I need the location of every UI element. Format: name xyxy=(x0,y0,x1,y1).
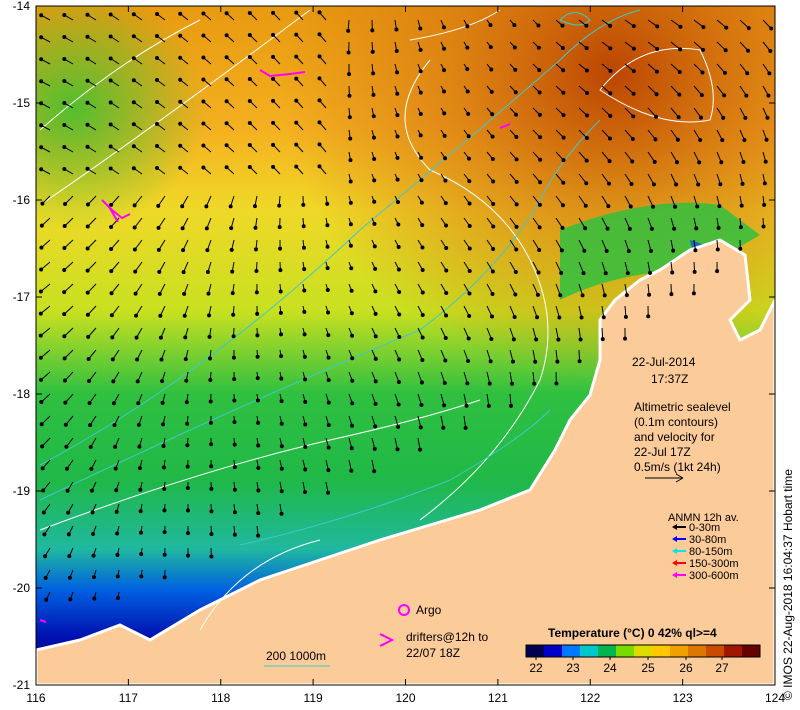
anmn-legend-label: 30-80m xyxy=(689,534,726,546)
time-label: 17:37Z xyxy=(651,372,688,386)
altimetry-line: (0.1m contours) xyxy=(634,415,718,429)
credit-text: © IMOS 22-Aug-2018 16:04:37 Hobart time xyxy=(781,469,795,700)
altimetry-line: 22-Jul 17Z xyxy=(634,445,691,459)
colorbar-segment xyxy=(616,645,635,657)
y-tick-label: -20 xyxy=(13,581,31,595)
colorbar-segment xyxy=(580,645,599,657)
colorbar-tick-label: 26 xyxy=(679,661,693,675)
bathymetry-contours xyxy=(39,9,641,546)
anmn-legend-arrowhead xyxy=(672,536,677,542)
anmn-legend-label: 300-600m xyxy=(689,570,739,582)
anmn-legend-label: 0-30m xyxy=(689,522,720,534)
australia-land xyxy=(36,238,775,685)
colorbar-segment xyxy=(724,645,743,657)
colorbar-segment xyxy=(544,645,563,657)
y-tick-label: -21 xyxy=(13,678,31,692)
x-axis: 116 117 118 119 120 121 122 123 124 xyxy=(26,6,785,705)
colorbar-segment xyxy=(706,645,725,657)
altimetry-description: Altimetric sealevel(0.1m contours)and ve… xyxy=(634,400,731,474)
anmn-legend: ANMN 12h av.0-30m30-80m80-150m150-300m30… xyxy=(668,512,739,582)
x-tick-label: 119 xyxy=(304,691,323,705)
x-tick-label: 120 xyxy=(395,691,415,705)
x-tick-label: 121 xyxy=(488,691,508,705)
temperature-colorbar xyxy=(525,644,761,658)
colorbar-tick-label: 22 xyxy=(529,661,543,675)
x-tick-label: 116 xyxy=(26,691,45,705)
colorbar-tick-label: 23 xyxy=(566,661,580,675)
y-tick-label: -16 xyxy=(13,193,31,207)
anmn-legend-arrowhead xyxy=(672,560,677,566)
velocity-vectors xyxy=(38,10,774,602)
y-tick-label: -14 xyxy=(13,0,31,13)
bathymetry-label: 200 1000m xyxy=(266,649,326,663)
x-tick-label: 118 xyxy=(211,691,230,705)
drifters-label-line2: 22/07 18Z xyxy=(406,646,460,660)
altimetry-line: 0.5m/s (1kt 24h) xyxy=(634,460,721,474)
colorbar-tick-label: 24 xyxy=(603,661,617,675)
drifters-label-line1: drifters@12h to xyxy=(406,630,489,644)
colorbar-tick-label: 25 xyxy=(641,661,655,675)
colorbar-segment xyxy=(652,645,671,657)
argo-label: Argo xyxy=(416,603,442,617)
anmn-legend-arrowhead xyxy=(672,548,677,554)
y-tick-label: -15 xyxy=(13,96,31,110)
drifter-symbol xyxy=(379,633,395,647)
colorbar-segment xyxy=(562,645,581,657)
anmn-legend-arrowhead xyxy=(672,524,677,530)
sealevel-contours xyxy=(39,9,714,631)
x-tick-label: 117 xyxy=(119,691,138,705)
date-label: 22-Jul-2014 xyxy=(632,355,696,369)
anmn-legend-label: 150-300m xyxy=(689,558,739,570)
altimetry-line: and velocity for xyxy=(634,430,715,444)
drifter-tracks xyxy=(39,69,511,623)
colorbar-segment xyxy=(598,645,617,657)
x-tick-label: 122 xyxy=(580,691,600,705)
y-tick-label: -18 xyxy=(13,387,31,401)
altimetry-line: Altimetric sealevel xyxy=(634,400,731,414)
y-tick-label: -17 xyxy=(13,290,31,304)
colorbar-segment xyxy=(670,645,689,657)
y-tick-label: -19 xyxy=(13,484,31,498)
colorbar-segment xyxy=(526,645,545,657)
colorbar-tick-label: 27 xyxy=(715,661,729,675)
colorbar-segment xyxy=(742,645,761,657)
anmn-legend-label: 80-150m xyxy=(689,546,732,558)
x-tick-label: 123 xyxy=(673,691,693,705)
colorbar-title: Temperature (°C) 0 42% ql>=4 xyxy=(548,626,717,640)
anmn-legend-arrowhead xyxy=(672,572,677,578)
colorbar-segment xyxy=(688,645,707,657)
colorbar-segment xyxy=(634,645,653,657)
anmn-legend-title: ANMN 12h av. xyxy=(668,512,739,524)
y-axis: -14 -15 -16 -17 -18 -19 -20 -21 xyxy=(13,0,775,692)
argo-marker xyxy=(398,604,410,616)
x-tick-label: 124 xyxy=(765,691,785,705)
colorbar-ticks: 22 23 24 25 26 27 xyxy=(529,657,729,675)
